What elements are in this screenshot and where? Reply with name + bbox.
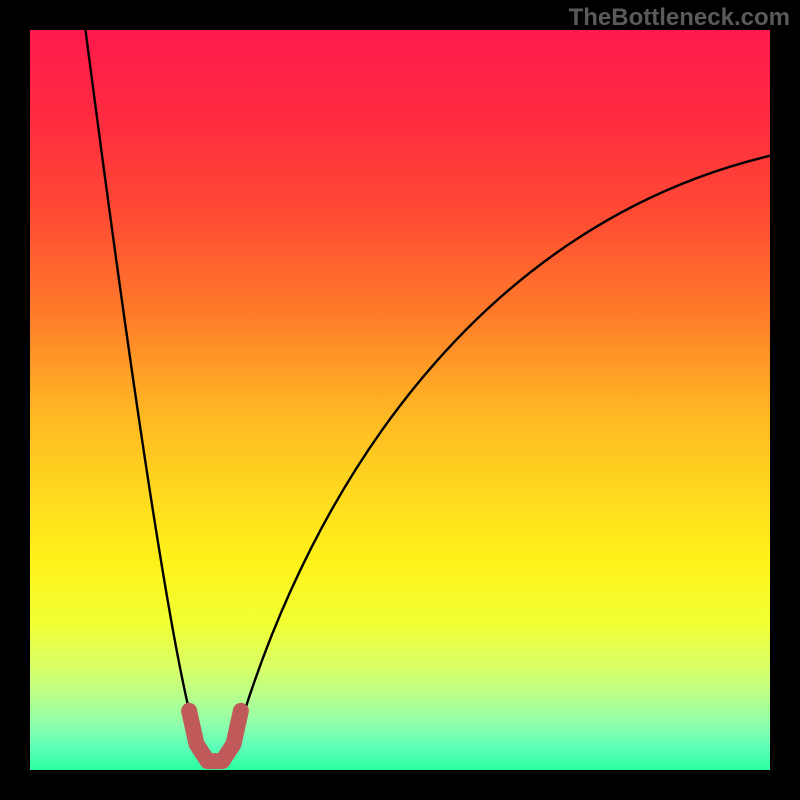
chart-container: TheBottleneck.com: [0, 0, 800, 800]
plot-background: [30, 30, 770, 770]
bottleneck-curve-chart: [0, 0, 800, 800]
